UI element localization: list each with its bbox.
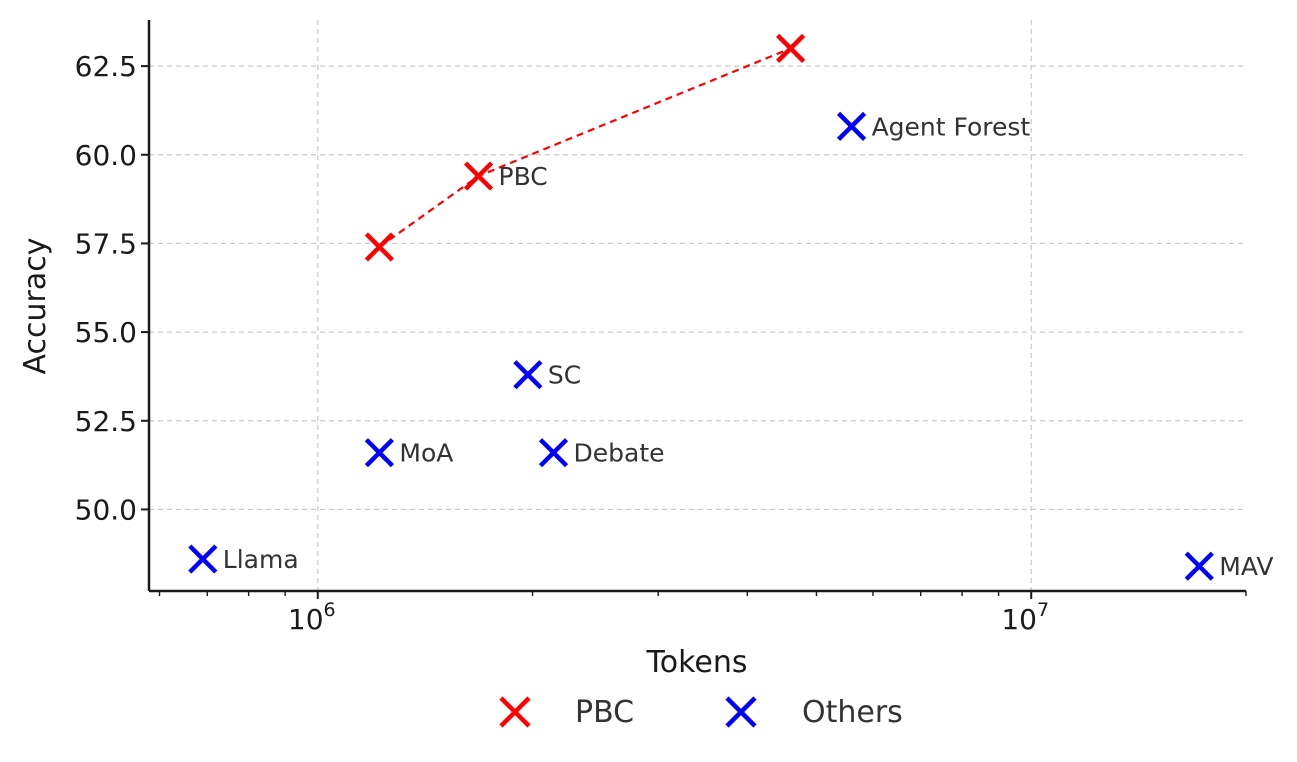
marker-stroke <box>836 111 867 141</box>
series-line-pbc <box>378 47 792 248</box>
data-point-others <box>836 111 867 141</box>
legend-item-pbc: PBC <box>499 695 634 730</box>
marker-stroke <box>463 161 494 191</box>
y-tick-label: 57.5 <box>75 227 137 260</box>
legend-label: PBC <box>575 695 634 730</box>
x-tick-label: 107 <box>1001 599 1049 636</box>
point-label: Debate <box>574 439 665 468</box>
y-tick-label: 62.5 <box>75 50 137 83</box>
point-labels: PBC Agent Forest SC MoA Debate Llama MAV <box>223 112 1274 581</box>
y-tick-label: 60.0 <box>75 139 137 172</box>
y-axis-title: Accuracy <box>18 238 53 375</box>
legend: PBC Others <box>499 695 903 730</box>
data-markers <box>188 33 1214 581</box>
data-point-pbc <box>776 33 806 63</box>
x-tick-base: 10 <box>1001 603 1037 636</box>
marker-stroke <box>513 360 543 390</box>
series-lines <box>378 47 792 248</box>
legend-marker <box>725 696 757 728</box>
legend-marker <box>499 696 531 728</box>
marker-stroke <box>364 232 394 262</box>
point-label: Llama <box>223 545 299 574</box>
data-point-others <box>188 544 218 574</box>
legend-label: Others <box>802 695 903 730</box>
axes <box>147 20 1246 593</box>
marker-stroke <box>776 33 806 63</box>
marker-stroke <box>499 696 531 728</box>
x-tick-exponent: 6 <box>324 599 336 621</box>
point-label: SC <box>548 361 581 390</box>
marker-stroke <box>538 438 569 468</box>
data-point-others <box>513 360 543 390</box>
data-point-others <box>364 438 394 468</box>
marker-stroke <box>1184 551 1214 581</box>
data-point-others <box>538 438 569 468</box>
x-tick-base: 10 <box>288 603 324 636</box>
x-tick-label: 106 <box>288 599 336 636</box>
point-label: MAV <box>1219 552 1273 581</box>
y-tick-label: 50.0 <box>75 493 137 526</box>
point-label: PBC <box>499 162 548 191</box>
marker-stroke <box>188 544 218 574</box>
data-point-others <box>1184 551 1214 581</box>
marker-stroke <box>364 438 394 468</box>
y-tick-label: 55.0 <box>75 316 137 349</box>
data-point-pbc <box>463 161 494 191</box>
marker-stroke <box>725 696 757 728</box>
grid-lines <box>149 20 1246 591</box>
x-tick-exponent: 7 <box>1037 599 1049 621</box>
y-tick-label: 52.5 <box>75 405 137 438</box>
point-label: MoA <box>399 439 453 468</box>
point-label: Agent Forest <box>872 112 1031 141</box>
legend-item-others: Others <box>725 695 903 730</box>
data-point-pbc <box>364 232 394 262</box>
x-axis-title: Tokens <box>646 645 748 680</box>
